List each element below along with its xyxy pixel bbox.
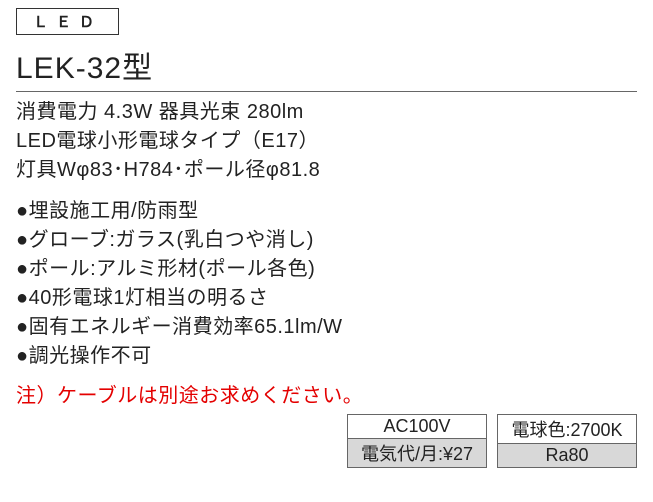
bullet-item: ●40形電球1灯相当の明るさ bbox=[16, 284, 637, 313]
divider bbox=[16, 91, 637, 92]
model-name: LEK-32型 bbox=[16, 43, 637, 87]
bullet-list: ●埋設施工用/防雨型 ●グローブ:ガラス(乳白つや消し) ●ポール:アルミ形材(… bbox=[16, 197, 637, 371]
bullet-item: ●埋設施工用/防雨型 bbox=[16, 197, 637, 226]
spec-line-1: 消費電力 4.3W 器具光束 280lm bbox=[16, 98, 637, 127]
info-box-left: AC100V 電気代/月:¥27 bbox=[347, 414, 487, 468]
note-text: 注）ケーブルは別途お求めください。 bbox=[16, 379, 637, 408]
bullet-item: ●ポール:アルミ形材(ポール各色) bbox=[16, 255, 637, 284]
voltage-cell: AC100V bbox=[347, 414, 487, 439]
info-row: AC100V 電気代/月:¥27 電球色:2700K Ra80 bbox=[16, 414, 637, 468]
info-box-right: 電球色:2700K Ra80 bbox=[497, 414, 637, 468]
ra-cell: Ra80 bbox=[497, 444, 637, 468]
led-badge: ＬＥＤ bbox=[16, 8, 119, 35]
color-temp-cell: 電球色:2700K bbox=[497, 414, 637, 444]
spec-line-2: LED電球小形電球タイプ（E17） bbox=[16, 127, 637, 156]
spec-line-3: 灯具Wφ83･H784･ポール径φ81.8 bbox=[16, 156, 637, 185]
bullet-item: ●調光操作不可 bbox=[16, 342, 637, 371]
cost-cell: 電気代/月:¥27 bbox=[347, 439, 487, 468]
bullet-item: ●グローブ:ガラス(乳白つや消し) bbox=[16, 226, 637, 255]
bullet-item: ●固有エネルギー消費効率65.1lm/W bbox=[16, 313, 637, 342]
